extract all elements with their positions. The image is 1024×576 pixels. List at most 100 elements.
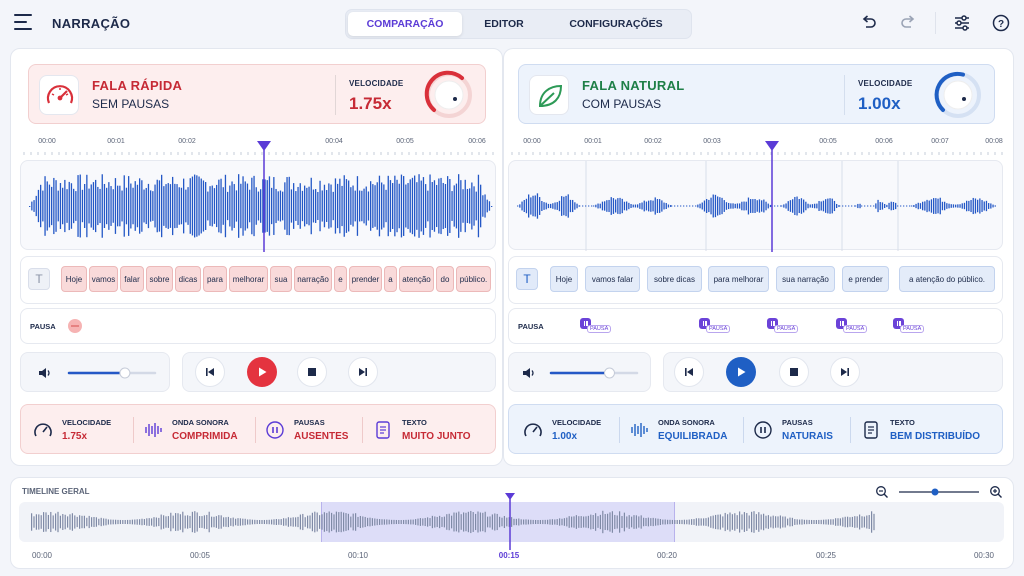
word-chip[interactable]: sua (270, 266, 292, 292)
word-chip[interactable]: vamos falar (585, 266, 640, 292)
waveform-bar (955, 204, 957, 208)
stop-button[interactable] (297, 357, 327, 387)
timeline-playhead[interactable] (503, 492, 517, 550)
play-button[interactable] (726, 357, 756, 387)
sliders-icon[interactable] (953, 14, 971, 32)
waveform-bar (444, 184, 447, 228)
waveform-bar (719, 197, 721, 215)
right-subtitle: COM PAUSAS (582, 97, 662, 111)
word-chip[interactable]: dicas (175, 266, 201, 292)
zoom-in-icon[interactable] (989, 485, 1003, 499)
waveform-bar (405, 184, 407, 228)
tick-label: 00:00 (523, 138, 541, 145)
waveform-bar (689, 205, 691, 207)
left-playhead[interactable] (256, 140, 272, 252)
waveform-bar (728, 202, 730, 210)
volume-icon[interactable] (521, 365, 537, 381)
word-chip[interactable]: Hoje (550, 266, 578, 292)
left-waveform[interactable] (20, 160, 496, 250)
pause-marker-icon[interactable] (893, 318, 904, 329)
right-playhead[interactable] (764, 140, 780, 252)
redo-icon[interactable] (899, 14, 917, 32)
waveform-bar (816, 203, 818, 209)
word-chip[interactable]: a (384, 266, 397, 292)
left-stats-card: VELOCIDADE 1.75x ONDA SONORA COMPRIMIDA … (20, 404, 496, 454)
left-title: FALA RÁPIDA (92, 78, 183, 93)
word-chip[interactable]: e (334, 266, 347, 292)
waveform-bar (601, 201, 604, 211)
pause-marker-icon[interactable] (580, 318, 591, 329)
word-chip[interactable]: do (436, 266, 454, 292)
word-chip[interactable]: para (203, 266, 227, 292)
tab-configuracoes[interactable]: CONFIGURAÇÕES (569, 18, 663, 30)
skip-back-button[interactable] (674, 357, 704, 387)
waveform-bar (877, 199, 879, 213)
word-chip[interactable]: sobre dicas (647, 266, 702, 292)
zoom-out-icon[interactable] (875, 485, 889, 499)
waveform-bar (743, 512, 745, 532)
word-chip[interactable]: público. (456, 266, 491, 292)
word-chip[interactable]: atenção (399, 266, 434, 292)
toolbar-divider (935, 12, 936, 34)
waveform-bar (141, 518, 143, 526)
waveform-bar (859, 514, 861, 530)
waveform-bar (582, 205, 584, 207)
skip-forward-button[interactable] (348, 357, 378, 387)
waveform-bar (550, 203, 552, 209)
right-waveform[interactable] (508, 160, 1003, 251)
waveform-bar (496, 513, 498, 531)
pause-marker-icon[interactable] (767, 318, 778, 329)
waveform-bar (576, 203, 578, 209)
menu-icon[interactable] (14, 14, 32, 30)
waveform-bar (903, 205, 905, 207)
word-chip[interactable]: para melhorar (708, 266, 769, 292)
waveform-bar (64, 514, 66, 530)
word-chip[interactable]: falar (120, 266, 144, 292)
left-speed-dial[interactable] (423, 70, 475, 120)
waveform-bar (599, 203, 601, 209)
word-chip[interactable]: prender (349, 266, 382, 292)
word-chip[interactable]: vamos (89, 266, 118, 292)
skip-forward-button[interactable] (830, 357, 860, 387)
word-chip[interactable]: narração (294, 266, 332, 292)
waveform-bar (255, 187, 257, 225)
waveform-bar (412, 519, 414, 525)
volume-slider[interactable] (549, 365, 641, 381)
waveform-bar (112, 189, 114, 223)
tab-comparacao[interactable]: COMPARAÇÃO (348, 12, 462, 36)
word-chip[interactable]: e prender (842, 266, 889, 292)
tab-editor[interactable]: EDITOR (484, 18, 524, 30)
waveform-bar (352, 185, 354, 227)
help-icon[interactable]: ? (992, 14, 1010, 32)
undo-icon[interactable] (860, 14, 878, 32)
waveform-bar (617, 198, 619, 214)
word-chip[interactable]: sobre (146, 266, 173, 292)
waveform-bar (35, 195, 37, 217)
waveform-bar (422, 177, 425, 235)
waveform-bar (670, 205, 672, 207)
skip-back-button[interactable] (195, 357, 225, 387)
waveform-bar (31, 201, 33, 211)
waveform-bar (491, 514, 493, 530)
stop-button[interactable] (779, 357, 809, 387)
volume-icon[interactable] (37, 365, 53, 381)
waveform-bar (312, 189, 315, 223)
volume-slider[interactable] (67, 365, 159, 381)
waveform-bar (185, 189, 187, 223)
pause-marker-icon[interactable] (836, 318, 847, 329)
play-button[interactable] (247, 357, 277, 387)
word-chip[interactable]: Hoje (61, 266, 87, 292)
word-chip[interactable]: melhorar (229, 266, 268, 292)
waveform-bar (311, 512, 313, 532)
overview-waveform[interactable] (19, 502, 1004, 542)
pause-marker-icon[interactable] (699, 318, 710, 329)
waveform-bar (674, 205, 676, 207)
word-chip[interactable]: a atenção do público. (899, 266, 995, 292)
waveform-bar (484, 511, 486, 533)
waveform-bar (151, 518, 153, 526)
waveform-bar (232, 517, 234, 527)
stat-value: AUSENTES (294, 431, 349, 442)
word-chip[interactable]: sua narração (776, 266, 835, 292)
right-speed-dial[interactable] (932, 70, 984, 120)
zoom-slider[interactable] (897, 485, 981, 499)
